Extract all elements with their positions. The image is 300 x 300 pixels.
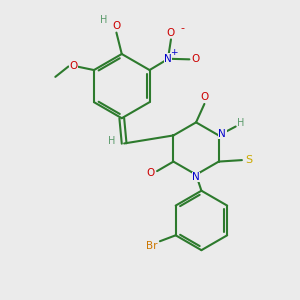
Text: O: O: [146, 169, 155, 178]
Text: +: +: [170, 48, 178, 57]
Text: N: N: [192, 172, 200, 182]
Text: O: O: [192, 54, 200, 64]
Text: N: N: [164, 54, 172, 64]
Text: -: -: [180, 23, 184, 33]
Text: S: S: [245, 155, 252, 165]
Text: H: H: [108, 136, 115, 146]
Text: H: H: [237, 118, 244, 128]
Text: H: H: [100, 15, 108, 25]
Text: N: N: [218, 129, 226, 139]
Text: O: O: [70, 61, 78, 71]
Text: O: O: [112, 21, 121, 31]
Text: O: O: [201, 92, 209, 102]
Text: O: O: [167, 28, 175, 38]
Text: Br: Br: [146, 241, 158, 251]
